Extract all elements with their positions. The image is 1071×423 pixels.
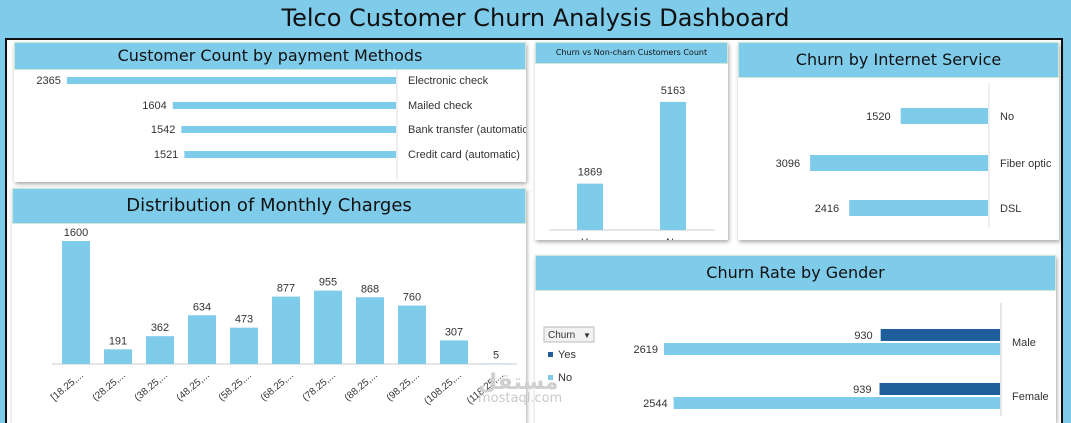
internet-category-label: DSL xyxy=(1000,203,1021,215)
churn-bar xyxy=(577,183,603,230)
churn-count-title: Churn vs Non-charn Customers Count xyxy=(535,42,728,64)
payment-bar xyxy=(172,102,396,109)
watermark-logo: مستقل xyxy=(478,370,559,395)
monthly-bar xyxy=(314,290,342,364)
payment-category-label: Mailed check xyxy=(408,100,473,112)
monthly-bar xyxy=(398,305,426,364)
monthly-value-label: 1600 xyxy=(64,227,88,239)
monthly-value-label: 955 xyxy=(319,277,337,289)
internet-service-chart: 1520 No 3096 Fiber optic 2416 DSL xyxy=(776,83,1052,228)
payment-bar xyxy=(66,77,396,84)
payment-value-label: 1542 xyxy=(151,124,175,136)
gender-bar-yes xyxy=(879,383,1000,395)
internet-service-title: Churn by Internet Service xyxy=(738,42,1059,78)
legend-filter-button xyxy=(543,326,595,343)
monthly-tick-label: (88.25,... xyxy=(343,370,380,404)
monthly-bar xyxy=(146,336,174,364)
monthly-value-label: 868 xyxy=(361,283,379,295)
payment-category-label: Electronic check xyxy=(408,75,489,87)
internet-category-label: No xyxy=(1000,111,1014,123)
monthly-bar xyxy=(356,297,384,364)
legend-label-yes: Yes xyxy=(558,349,576,361)
monthly-value-label: 634 xyxy=(193,301,211,313)
payment-category-label: Bank transfer (automatic) xyxy=(408,124,526,136)
monthly-value-label: 877 xyxy=(277,283,295,295)
gender-category-label: Female xyxy=(1012,391,1049,403)
payment-bar xyxy=(184,151,396,158)
gender-panel: Churn Rate by Gender 930 2619 Male 939 2544 F… xyxy=(535,255,1056,423)
monthly-bar xyxy=(62,241,90,364)
gender-no-value-label: 2544 xyxy=(643,398,667,410)
monthly-tick-label: (38.25,... xyxy=(133,370,170,404)
monthly-bar xyxy=(188,315,216,364)
monthly-charges-panel: Distribution of Monthly Charges 1600 [18.… xyxy=(12,188,526,423)
payment-methods-chart: 2365 Electronic check 1604 Mailed check 1542… xyxy=(36,70,526,180)
gender-bar-yes xyxy=(880,329,1000,341)
legend-dropdown-icon: ▼ xyxy=(583,331,591,340)
monthly-tick-label: (28.25,... xyxy=(91,370,128,404)
churn-value-label: 1869 xyxy=(578,167,602,179)
legend-title: Churn xyxy=(548,330,575,341)
monthly-value-label: 307 xyxy=(445,326,463,338)
internet-bar xyxy=(849,200,988,216)
monthly-tick-label: (78.25,... xyxy=(301,370,338,404)
internet-value-label: 2416 xyxy=(815,203,839,215)
monthly-bar xyxy=(104,349,132,364)
internet-bar xyxy=(810,155,988,171)
watermark-text: mostaql.com xyxy=(478,391,563,406)
monthly-value-label: 473 xyxy=(235,314,253,326)
dashboard-title: Telco Customer Churn Analysis Dashboard xyxy=(281,4,790,32)
monthly-tick-label: (108.25,... xyxy=(422,370,464,407)
churn-category-label: No xyxy=(666,237,680,240)
churn-bar xyxy=(660,101,686,231)
monthly-value-label: 760 xyxy=(403,292,421,304)
monthly-bar xyxy=(272,296,300,364)
internet-service-panel: Churn by Internet Service 1520 No 3096 Fibe… xyxy=(738,42,1059,240)
payment-value-label: 2365 xyxy=(36,75,60,87)
payment-methods-title: Customer Count by payment Methods xyxy=(14,42,526,70)
gender-category-label: Male xyxy=(1012,337,1036,349)
payment-bar xyxy=(181,126,396,133)
internet-value-label: 1520 xyxy=(866,111,890,123)
gender-bar-no xyxy=(673,397,1000,409)
legend-swatch-no xyxy=(548,375,553,380)
gender-bar-no xyxy=(664,343,1000,355)
monthly-tick-label: (68.25,... xyxy=(259,370,296,404)
monthly-tick-label: [18.25,... xyxy=(49,370,86,403)
monthly-value-label: 362 xyxy=(151,322,169,334)
monthly-charges-chart: 1600 [18.25,... 191 (28.25,... 362 (38.25,...… xyxy=(49,227,517,407)
legend-swatch-yes xyxy=(548,352,553,357)
monthly-charges-title: Distribution of Monthly Charges xyxy=(12,188,526,224)
monthly-bar xyxy=(230,327,258,364)
legend-label-no: No xyxy=(558,372,572,384)
monthly-tick-label: (98.25,... xyxy=(385,370,422,404)
payment-category-label: Credit card (automatic) xyxy=(408,149,520,161)
churn-count-chart: 1869 Yes 5163 No xyxy=(549,85,715,240)
monthly-tick-label: (58.25,... xyxy=(217,370,254,404)
gender-yes-value-label: 930 xyxy=(854,330,872,342)
churn-category-label: Yes xyxy=(581,237,599,240)
monthly-tick-label: (48.25,... xyxy=(175,370,212,404)
gender-title: Churn Rate by Gender xyxy=(535,255,1056,291)
internet-category-label: Fiber optic xyxy=(1000,158,1052,170)
churn-count-panel: Churn vs Non-charn Customers Count 1869 Y… xyxy=(535,42,728,240)
watermark: مستقل mostaql.com xyxy=(478,370,598,420)
payment-methods-panel: Customer Count by payment Methods 2365 El… xyxy=(14,42,526,182)
monthly-value-label: 5 xyxy=(493,350,499,362)
internet-bar xyxy=(900,108,988,124)
monthly-bar xyxy=(440,340,468,364)
internet-value-label: 3096 xyxy=(776,158,800,170)
churn-value-label: 5163 xyxy=(661,85,685,97)
gender-no-value-label: 2619 xyxy=(634,344,658,356)
gender-chart: 930 2619 Male 939 2544 Female Churn ▼ Yes No xyxy=(543,303,1049,416)
payment-value-label: 1521 xyxy=(154,149,178,161)
gender-yes-value-label: 939 xyxy=(853,384,871,396)
payment-value-label: 1604 xyxy=(142,100,166,112)
monthly-value-label: 191 xyxy=(109,335,127,347)
